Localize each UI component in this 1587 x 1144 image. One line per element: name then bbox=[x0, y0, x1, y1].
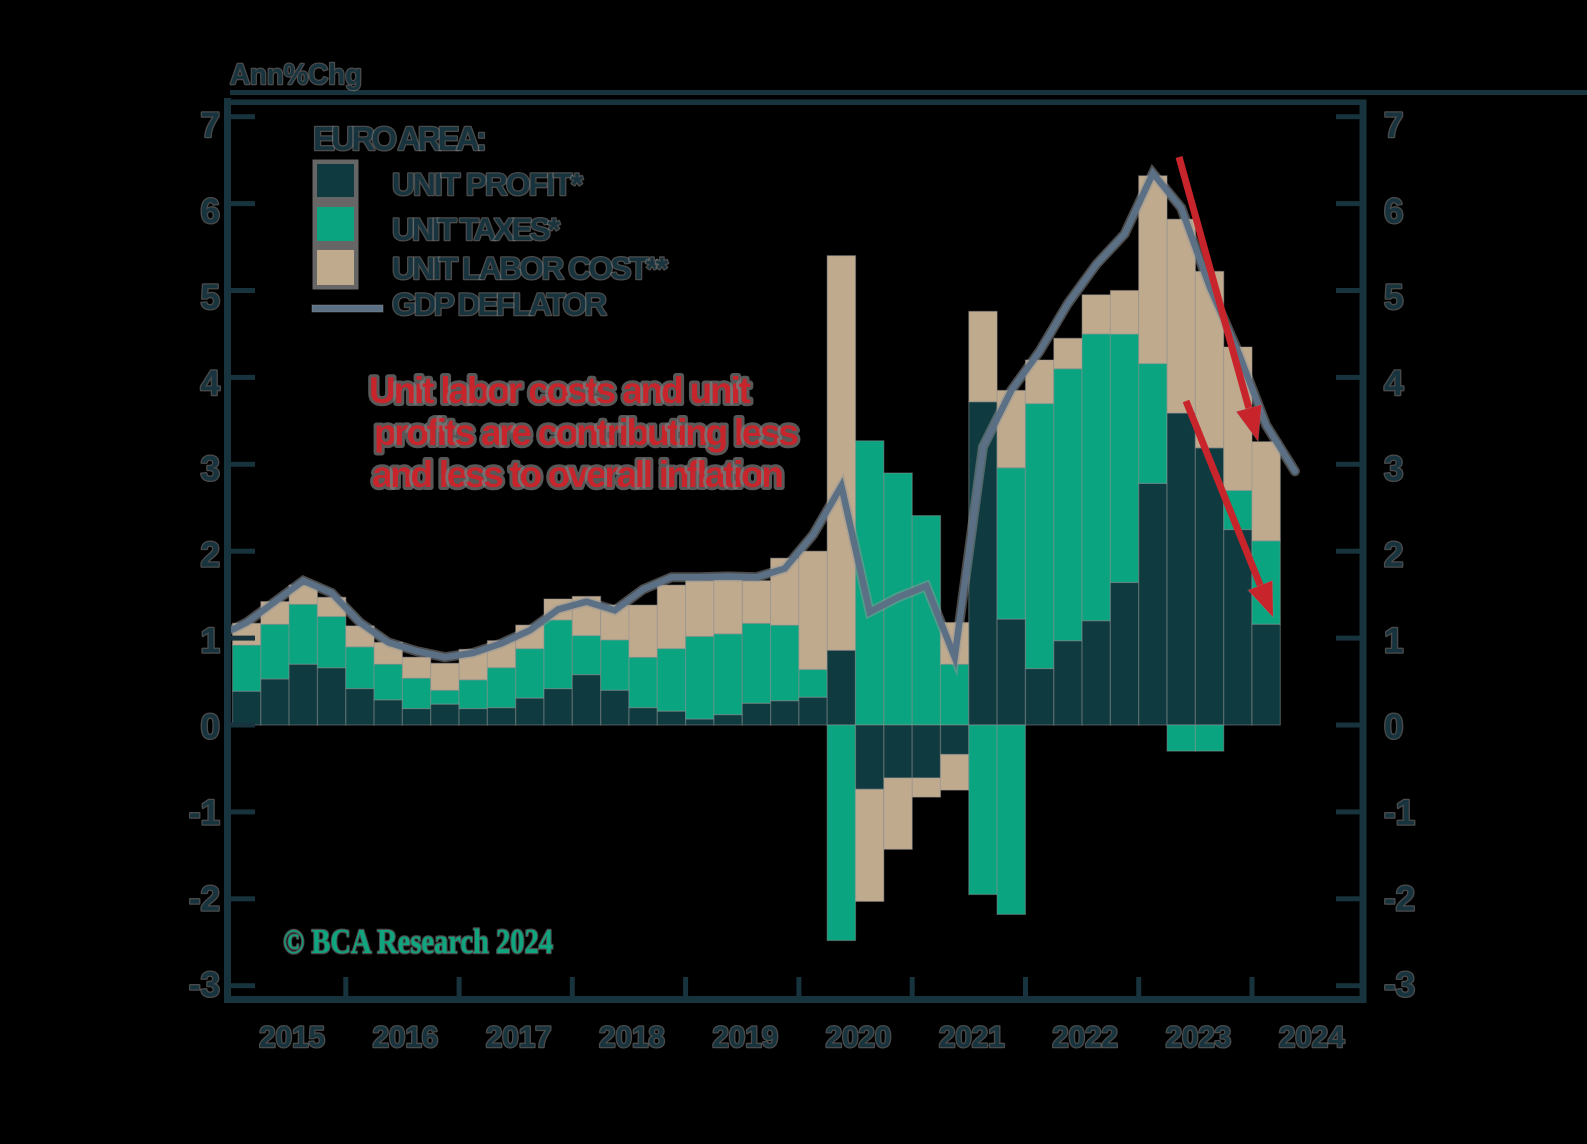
svg-text:4: 4 bbox=[201, 364, 221, 403]
svg-text:2024: 2024 bbox=[1279, 1021, 1345, 1054]
svg-text:6: 6 bbox=[201, 192, 220, 231]
svg-text:EURO AREA:: EURO AREA: bbox=[313, 120, 487, 157]
svg-text:0: 0 bbox=[1384, 708, 1403, 747]
svg-text:0: 0 bbox=[201, 708, 220, 747]
svg-text:5: 5 bbox=[1384, 278, 1403, 317]
svg-text:1: 1 bbox=[201, 622, 220, 661]
svg-text:5: 5 bbox=[201, 278, 220, 317]
svg-text:-1: -1 bbox=[1384, 793, 1415, 832]
svg-text:Unit labor costs and unit: Unit labor costs and unit bbox=[369, 370, 751, 411]
svg-text:Ann%Chg: Ann%Chg bbox=[230, 59, 362, 91]
svg-text:-3: -3 bbox=[1384, 965, 1415, 1004]
svg-text:-1: -1 bbox=[189, 793, 220, 832]
svg-text:2019: 2019 bbox=[712, 1021, 778, 1054]
svg-text:and less to overall inflation: and less to overall inflation bbox=[372, 454, 784, 495]
svg-text:-3: -3 bbox=[189, 965, 220, 1004]
svg-text:© BCA Research 2024: © BCA Research 2024 bbox=[283, 922, 553, 961]
svg-text:UNIT LABOR COST**: UNIT LABOR COST** bbox=[392, 250, 669, 286]
svg-text:2022: 2022 bbox=[1052, 1021, 1118, 1054]
svg-text:2020: 2020 bbox=[826, 1021, 892, 1054]
svg-text:2021: 2021 bbox=[939, 1021, 1005, 1054]
svg-text:UNIT TAXES*: UNIT TAXES* bbox=[392, 211, 561, 247]
svg-text:2015: 2015 bbox=[259, 1021, 325, 1054]
svg-text:-2: -2 bbox=[189, 879, 220, 918]
svg-text:7: 7 bbox=[1384, 106, 1403, 145]
svg-text:2018: 2018 bbox=[599, 1021, 665, 1054]
svg-text:profits are contributing less: profits are contributing less bbox=[374, 412, 799, 453]
svg-text:3: 3 bbox=[201, 450, 220, 489]
svg-text:2: 2 bbox=[201, 536, 220, 575]
svg-text:2: 2 bbox=[1384, 536, 1403, 575]
svg-text:GDP DEFLATOR: GDP DEFLATOR bbox=[392, 286, 607, 322]
svg-text:2016: 2016 bbox=[373, 1021, 439, 1054]
svg-text:-2: -2 bbox=[1384, 879, 1415, 918]
svg-text:2023: 2023 bbox=[1166, 1021, 1232, 1054]
svg-text:4: 4 bbox=[1384, 364, 1404, 403]
svg-text:2017: 2017 bbox=[486, 1021, 552, 1054]
svg-text:6: 6 bbox=[1384, 192, 1403, 231]
svg-text:UNIT PROFIT*: UNIT PROFIT* bbox=[392, 166, 584, 202]
svg-text:7: 7 bbox=[201, 106, 220, 145]
svg-text:1: 1 bbox=[1384, 622, 1403, 661]
svg-text:3: 3 bbox=[1384, 450, 1403, 489]
